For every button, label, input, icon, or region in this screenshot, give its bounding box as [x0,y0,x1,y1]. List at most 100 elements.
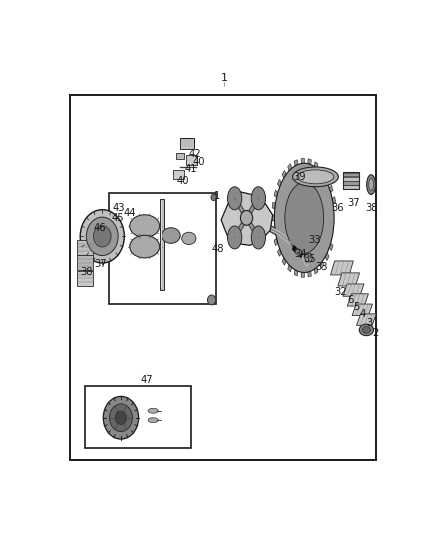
Polygon shape [77,271,93,286]
Text: 44: 44 [123,207,136,217]
Text: 34: 34 [295,248,307,259]
Bar [173,170,184,179]
Polygon shape [274,190,278,197]
Text: 38: 38 [81,268,93,278]
Polygon shape [347,294,368,306]
Polygon shape [274,238,278,246]
Polygon shape [357,314,376,325]
Ellipse shape [369,179,374,191]
Text: 33: 33 [308,235,321,245]
Polygon shape [277,249,282,256]
Text: 3: 3 [367,318,373,328]
Text: 1: 1 [213,191,220,201]
Polygon shape [343,284,364,296]
Polygon shape [272,227,276,233]
Polygon shape [293,245,303,257]
Bar [161,201,162,288]
Text: 4: 4 [360,309,366,319]
Bar [343,173,359,176]
Circle shape [103,397,138,439]
Ellipse shape [182,232,196,245]
Ellipse shape [359,324,374,336]
Ellipse shape [148,418,158,423]
Polygon shape [320,167,324,174]
Polygon shape [77,255,93,270]
Bar [109,193,216,304]
Polygon shape [331,261,353,275]
Ellipse shape [130,215,159,237]
Polygon shape [304,253,313,262]
Polygon shape [325,175,329,183]
Polygon shape [282,258,286,265]
Text: 41: 41 [184,164,197,174]
Text: 40: 40 [193,157,205,167]
Text: 39: 39 [293,172,305,182]
Polygon shape [272,215,275,221]
Polygon shape [288,265,292,272]
Polygon shape [288,164,292,171]
Polygon shape [272,202,276,209]
Bar [70,95,375,460]
Bar [343,185,359,189]
Text: 38: 38 [366,203,378,213]
Bar [160,199,164,290]
Ellipse shape [227,187,242,210]
Text: 46: 46 [94,223,106,233]
Ellipse shape [227,226,242,249]
Bar [343,177,359,181]
Bar [343,181,359,185]
Polygon shape [282,171,286,178]
Text: 47: 47 [140,375,153,385]
Polygon shape [221,192,273,245]
Polygon shape [329,243,333,251]
Text: 37: 37 [347,198,360,208]
Polygon shape [295,248,302,256]
Text: 37: 37 [94,259,106,269]
Polygon shape [277,180,282,187]
Text: 1: 1 [221,74,228,83]
Polygon shape [308,159,311,165]
Polygon shape [314,161,318,168]
Text: 32: 32 [334,287,347,297]
Text: 45: 45 [111,213,124,223]
Text: 42: 42 [189,149,201,159]
Text: 43: 43 [112,203,125,213]
Ellipse shape [367,175,375,195]
Circle shape [240,211,253,225]
Circle shape [115,411,127,425]
Circle shape [208,295,215,305]
Polygon shape [301,272,304,277]
Polygon shape [294,160,298,166]
Polygon shape [301,158,304,164]
Polygon shape [352,304,372,316]
Text: 5: 5 [353,302,360,312]
Circle shape [80,209,124,263]
Circle shape [110,404,132,432]
Ellipse shape [251,226,265,249]
Text: 40: 40 [177,176,189,187]
Text: 36: 36 [332,204,344,213]
Ellipse shape [293,167,339,187]
Polygon shape [314,268,318,274]
Ellipse shape [285,182,324,253]
Text: 6: 6 [348,295,354,305]
Text: 2: 2 [372,328,379,338]
Polygon shape [320,261,324,269]
Ellipse shape [362,327,371,333]
Ellipse shape [297,170,334,184]
Text: 35: 35 [303,254,316,264]
Circle shape [86,217,118,255]
Text: 33: 33 [315,262,328,272]
Bar [187,156,197,165]
Circle shape [93,225,111,247]
Polygon shape [308,271,311,277]
Polygon shape [338,273,360,286]
Bar [180,138,194,149]
Polygon shape [77,240,93,255]
Ellipse shape [274,163,334,272]
Bar [176,152,184,159]
Ellipse shape [162,228,180,243]
Polygon shape [329,185,333,192]
Polygon shape [332,197,336,204]
Bar [343,172,359,189]
